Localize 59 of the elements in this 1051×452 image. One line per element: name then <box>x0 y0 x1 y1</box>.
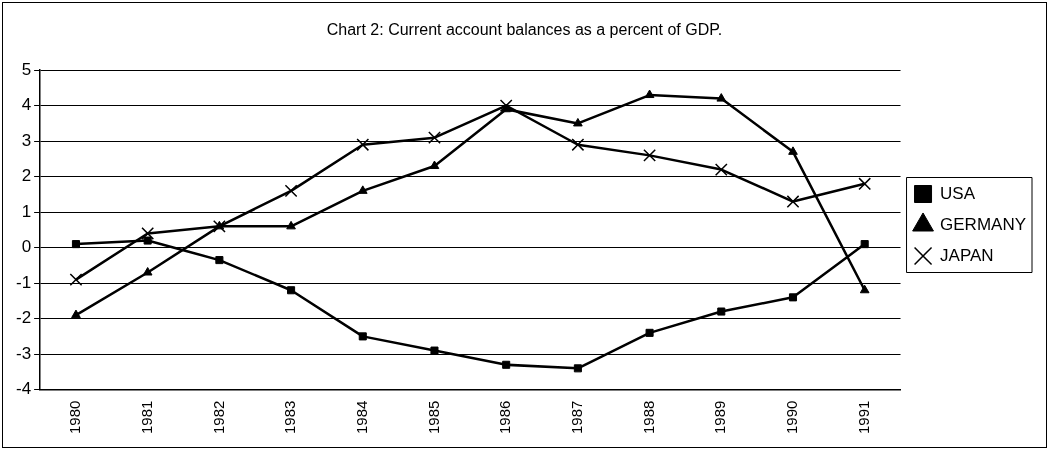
point <box>502 360 511 369</box>
point <box>788 146 798 155</box>
x-tick-label: 1990 <box>783 400 801 435</box>
x-tick-label: 1980 <box>66 400 84 435</box>
point <box>644 89 655 99</box>
point <box>858 177 872 191</box>
point <box>71 240 80 249</box>
y-tick-label: 2 <box>21 166 32 186</box>
x-tick-label: 1985 <box>424 400 442 435</box>
point <box>69 273 83 287</box>
point <box>499 99 513 113</box>
point <box>786 195 800 208</box>
y-tick-label: 4 <box>21 95 32 115</box>
point <box>430 346 439 355</box>
point <box>215 256 224 265</box>
x-tick-label: 1989 <box>711 400 729 435</box>
point <box>714 163 728 176</box>
point <box>71 309 81 319</box>
point <box>788 293 798 302</box>
x-tick-label: 1981 <box>137 400 155 435</box>
point <box>716 93 727 102</box>
point <box>859 284 870 294</box>
point <box>143 236 152 245</box>
y-tick-label: -4 <box>15 379 32 399</box>
point <box>142 267 153 276</box>
point <box>573 364 582 373</box>
point <box>286 220 296 230</box>
point <box>358 332 367 341</box>
y-tick-label: 5 <box>21 59 32 79</box>
y-tick-label: -3 <box>15 343 32 363</box>
point <box>141 227 155 240</box>
x-tick-label: 1982 <box>209 400 227 435</box>
point <box>717 307 726 316</box>
y-tick-label: -1 <box>15 272 32 292</box>
legend-label: GERMANY <box>940 214 1027 234</box>
y-tick-label: 1 <box>21 201 32 221</box>
legend-label: JAPAN <box>940 245 994 265</box>
y-tick-label: -2 <box>15 308 32 328</box>
x-tick-label: 1991 <box>854 400 872 435</box>
x-tick-label: 1983 <box>281 400 299 435</box>
x-tick-label: 1986 <box>496 400 514 435</box>
point <box>429 160 440 170</box>
point <box>860 240 869 249</box>
point <box>284 184 298 198</box>
point <box>645 328 654 337</box>
point <box>287 286 296 295</box>
point <box>643 148 656 162</box>
x-tick-label: 1987 <box>568 400 586 435</box>
x-tick-label: 1988 <box>639 400 657 435</box>
point <box>501 103 512 113</box>
legend-label: USA <box>940 183 976 203</box>
y-tick-label: 0 <box>21 237 32 257</box>
x-tick-label: 1984 <box>352 400 370 435</box>
point <box>428 131 441 145</box>
chart-title: Chart 2: Current account balances as a percent of GDP. <box>326 21 723 39</box>
point <box>356 138 370 152</box>
point <box>571 138 585 152</box>
point <box>573 117 583 127</box>
y-tick-label: 3 <box>21 130 32 150</box>
